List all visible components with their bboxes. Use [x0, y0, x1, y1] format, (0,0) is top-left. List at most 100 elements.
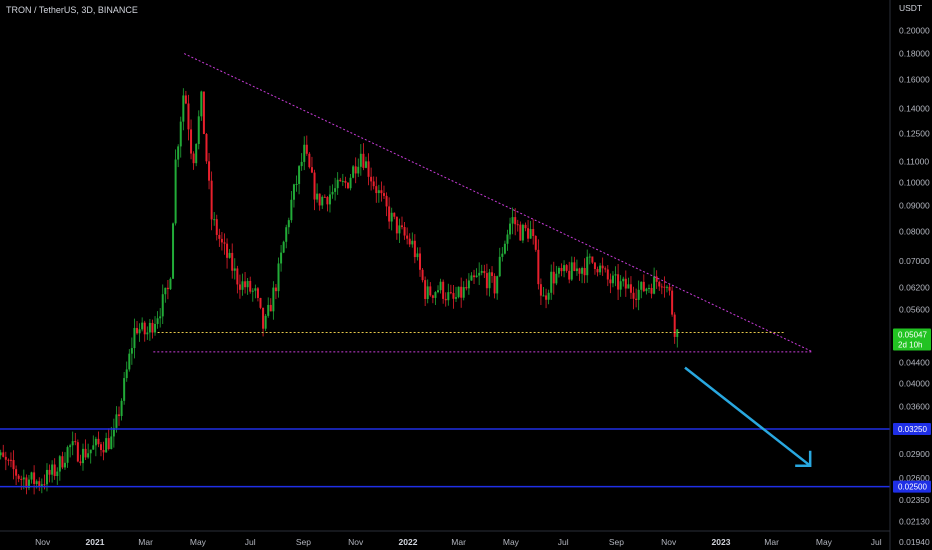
- candle-body: [27, 479, 30, 489]
- price-tick-label: 0.09000: [899, 201, 930, 211]
- candle-body: [609, 279, 612, 284]
- candle-body: [447, 292, 450, 301]
- candle-body: [159, 316, 162, 319]
- candle-body: [94, 438, 97, 446]
- candle-body: [318, 193, 321, 206]
- time-axis[interactable]: Nov 2021 Mar May Jul Sep Nov 2022 Mar May Jul Sep No…: [35, 537, 882, 547]
- price-tick-label: 0.12500: [899, 129, 930, 139]
- time-tick-label: Nov: [661, 537, 677, 547]
- candle-body: [539, 284, 542, 296]
- candle-body: [48, 469, 51, 475]
- time-tick-label: May: [503, 537, 520, 547]
- candle-body: [532, 229, 535, 237]
- candle-body: [138, 329, 141, 334]
- candle-body: [74, 441, 77, 443]
- candle-body: [246, 280, 249, 288]
- current-price-countdown: 2d 10h: [898, 341, 922, 350]
- candle-body: [465, 287, 468, 289]
- candle-body: [578, 268, 581, 274]
- candle-body: [174, 159, 177, 224]
- candle-body: [81, 448, 84, 464]
- price-tick-label: 0.10000: [899, 178, 930, 188]
- candle-body: [269, 304, 272, 312]
- candle-body: [583, 267, 586, 276]
- candle-body: [501, 253, 504, 257]
- candle-body: [444, 298, 447, 301]
- candle-body: [4, 456, 7, 460]
- candle-body: [182, 95, 185, 122]
- price-axis[interactable]: 0.20000 0.18000 0.16000 0.14000 0.12500 0.110…: [899, 26, 930, 548]
- candle-body: [357, 166, 360, 174]
- candle-body: [213, 219, 216, 221]
- candle-body: [156, 318, 159, 324]
- candle-body: [511, 217, 514, 224]
- candle-body: [22, 477, 25, 480]
- candle-body: [0, 452, 2, 456]
- candle-body: [406, 235, 409, 239]
- level-price-value: 0.02500: [898, 483, 927, 492]
- candle-body: [362, 153, 365, 168]
- candle-body: [241, 281, 244, 290]
- candle-body: [599, 265, 602, 273]
- candle-body: [192, 153, 195, 164]
- candle-body: [372, 181, 375, 187]
- candle-body: [215, 219, 218, 235]
- candle-body: [457, 286, 460, 298]
- candle-body: [668, 286, 671, 291]
- candle-body: [133, 327, 136, 349]
- candle-body: [220, 238, 223, 243]
- candle-body: [326, 196, 329, 205]
- candle-body: [233, 268, 236, 271]
- price-tick-label: 0.05600: [899, 305, 930, 315]
- candle-body: [388, 206, 391, 222]
- candle-body: [200, 91, 203, 117]
- price-tick-label: 0.06200: [899, 282, 930, 292]
- price-tick-label: 0.02350: [899, 495, 930, 505]
- projection-arrowhead: [795, 450, 812, 467]
- price-tick-label: 0.14000: [899, 104, 930, 114]
- candle-body: [403, 227, 406, 236]
- candle-body: [256, 288, 259, 298]
- candle-body: [76, 442, 79, 462]
- candle-body: [331, 191, 334, 195]
- candle-body: [128, 353, 131, 370]
- candle-body: [367, 161, 370, 177]
- candle-body: [285, 227, 288, 242]
- candle-body: [84, 448, 87, 458]
- candle-body: [478, 272, 481, 276]
- candle-body: [611, 275, 614, 284]
- candle-body: [264, 315, 267, 329]
- candle-body: [460, 286, 463, 298]
- candle-body: [97, 438, 100, 445]
- candle-body: [87, 453, 90, 458]
- candle-body: [287, 220, 290, 228]
- candle-body: [112, 427, 115, 437]
- candle-body: [663, 286, 666, 288]
- candle-body: [521, 224, 524, 241]
- candle-body: [141, 322, 144, 330]
- candle-body: [565, 265, 568, 271]
- price-tick-label: 0.08000: [899, 226, 930, 236]
- candle-body: [161, 294, 164, 317]
- candle-body: [642, 281, 645, 292]
- candle-body: [455, 297, 458, 299]
- candle-body: [542, 295, 545, 297]
- candle-body: [120, 400, 123, 417]
- level-price-value: 0.03250: [898, 425, 927, 434]
- candle-body: [20, 478, 23, 480]
- price-tick-label: 0.07000: [899, 256, 930, 266]
- price-tick-label: 0.04400: [899, 358, 930, 368]
- price-tick-label: 0.02600: [899, 473, 930, 483]
- candle-body: [354, 166, 357, 174]
- candle-body: [493, 275, 496, 294]
- candle-body: [485, 273, 488, 289]
- candle-body: [629, 284, 632, 293]
- candle-body: [25, 477, 28, 489]
- time-tick-label: Sep: [609, 537, 624, 547]
- candle-body: [673, 314, 676, 337]
- candle-body: [550, 271, 553, 293]
- candle-body: [382, 193, 385, 196]
- candle-body: [17, 475, 20, 479]
